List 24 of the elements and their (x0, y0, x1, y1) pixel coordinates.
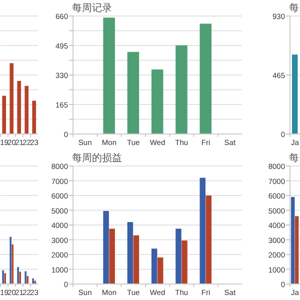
chart-title: 每 (289, 152, 299, 164)
bar (103, 18, 115, 134)
bar (10, 63, 14, 134)
bar (17, 80, 22, 134)
bar (151, 248, 158, 284)
bar (182, 240, 188, 284)
bar (109, 228, 115, 284)
bar (158, 257, 164, 284)
bar (206, 196, 212, 284)
bar (200, 178, 206, 284)
bar (176, 45, 188, 134)
bar (127, 222, 134, 284)
chart-title: 每周的损益 (72, 152, 122, 164)
bar (32, 100, 36, 134)
bar (103, 210, 109, 284)
chart-title: 每 (289, 2, 299, 14)
bar (127, 52, 140, 134)
bar (151, 69, 164, 134)
bar (2, 96, 6, 134)
chart-title: 每周记录 (72, 2, 112, 14)
bar (24, 86, 29, 134)
bar (200, 24, 212, 134)
bar (176, 228, 182, 284)
bar (133, 235, 140, 284)
